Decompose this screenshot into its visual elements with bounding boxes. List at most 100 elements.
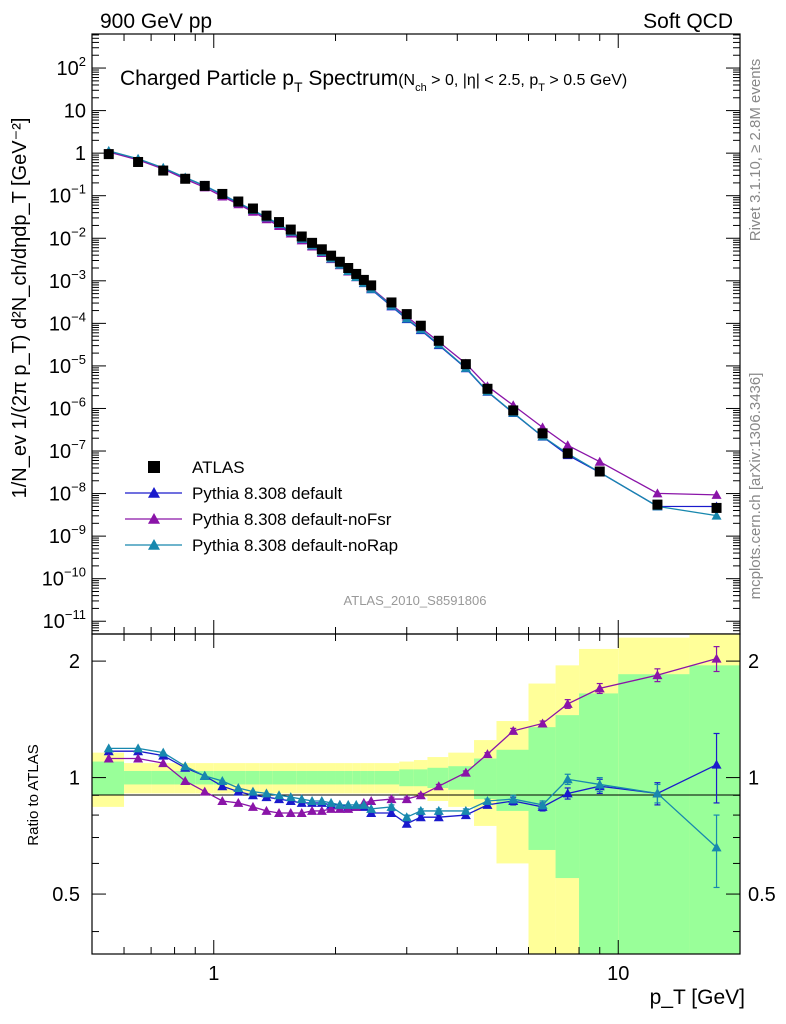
ratio-series-3-point	[351, 799, 362, 809]
ratio-series-1-point	[415, 812, 426, 822]
ratio-series-3-point	[296, 794, 307, 804]
atlas-data-point	[386, 297, 397, 308]
ratio-band-green	[367, 770, 375, 785]
ratio-series-3-point	[217, 775, 228, 785]
ratio-plot-panel: 0.5 0.5 1 1 2 2	[52, 633, 776, 955]
ratio-series-2-point	[460, 767, 471, 777]
atlas-data-point	[180, 173, 191, 184]
ratio-band-green	[284, 770, 297, 785]
ratio-band-green	[360, 770, 368, 785]
ratio-series-2-point	[285, 807, 296, 817]
y-tick-label: 102	[57, 54, 86, 80]
ratio-band-green	[151, 770, 175, 785]
ratio-series-3-point	[326, 797, 337, 807]
atlas-data-point	[199, 180, 210, 191]
ratio-series-1-point	[217, 781, 228, 791]
ratio-band-green	[399, 769, 414, 787]
atlas-data-point	[401, 309, 412, 320]
ratio-series-2-point	[652, 670, 663, 680]
ratio-series-2-point	[537, 718, 548, 728]
ratio-band-green	[317, 770, 327, 785]
ratio-band-green	[528, 727, 556, 850]
ratio-series-2-point	[247, 801, 258, 811]
ratio-series-2-point	[366, 795, 377, 805]
legend-label: Pythia 8.308 default-noRap	[192, 536, 398, 555]
atlas-data-point	[334, 256, 345, 267]
atlas-data-point	[537, 428, 548, 439]
ratio-series-3-point	[180, 761, 191, 771]
title-main: Charged Particle p	[120, 67, 294, 90]
ratio-y-tick-label-left: 1	[69, 768, 80, 790]
ratio-series-3-point	[537, 799, 548, 809]
title-cuts: (N	[398, 72, 415, 89]
ratio-series-2-point	[180, 775, 191, 785]
ratio-series-3-point	[334, 799, 345, 809]
ratio-series-1-point	[562, 788, 573, 798]
ratio-series-2-point	[433, 781, 444, 791]
atlas-data-point	[415, 320, 426, 331]
y-tick-label: 10−5	[49, 352, 86, 378]
atlas-data-point	[594, 466, 605, 477]
legend-label: Pythia 8.308 default	[192, 484, 343, 503]
ratio-series-3-point	[133, 743, 144, 753]
main-series-2-point	[562, 440, 573, 450]
ratio-series-2-point	[261, 805, 272, 815]
ratio-y-tick-label-left: 0.5	[52, 884, 80, 906]
ratio-series-2-point	[482, 749, 493, 759]
ratio-series-3-point	[386, 801, 397, 811]
main-series-line-1	[108, 150, 717, 508]
ratio-series-3-point	[460, 805, 471, 815]
main-series-2-point	[711, 489, 722, 499]
ratio-series-1-point	[386, 807, 397, 817]
ratio-series-3-point	[285, 792, 296, 802]
y-tick-label: 10−10	[42, 565, 86, 591]
legend-marker-triangle	[148, 513, 160, 524]
ratio-series-2-point	[307, 805, 318, 815]
x-tick-label: 10	[607, 963, 629, 985]
ratio-plot-frame	[91, 633, 741, 955]
ratio-series-2-point	[296, 807, 307, 817]
main-series-2-point	[652, 488, 663, 498]
ratio-series-2-point	[316, 805, 327, 815]
plot-title: Charged Particle pT Spectrum(Nch > 0, |η…	[120, 67, 627, 95]
ratio-band-green	[272, 770, 285, 785]
main-plot-panel: 102 10 1 10−1 10−2 10−3 10−4 10−5 10−6 10−7 10−8 10…	[42, 33, 741, 635]
ratio-series-3-point	[199, 770, 210, 780]
ratio-band-green	[92, 761, 125, 796]
header-right: Soft QCD	[643, 10, 733, 33]
ratio-y-tick-label-right: 2	[748, 651, 759, 673]
ratio-band-green	[296, 770, 307, 785]
ratio-series-1-point	[401, 818, 412, 828]
atlas-data-point	[261, 210, 272, 221]
ratio-series-2-point	[103, 753, 114, 763]
ratio-series-3-point	[594, 779, 605, 789]
title-cuts-tail: > 0.5 GeV)	[545, 72, 627, 89]
ratio-series-2-point	[386, 794, 397, 804]
atlas-data-point	[366, 280, 377, 291]
rivet-version-label: Rivet 3.1.10, ≥ 2.8M events	[747, 59, 764, 242]
y-tick-label: 10−7	[49, 437, 86, 463]
y-tick-label: 10−6	[49, 394, 86, 420]
atlas-data-point	[285, 224, 296, 235]
ratio-band-green	[245, 770, 260, 785]
ratio-series-3-point	[316, 795, 327, 805]
ratio-band-green	[474, 758, 497, 800]
ratio-series-1-point	[433, 812, 444, 822]
ratio-series-2-point	[199, 786, 210, 796]
ratio-y-tick-label-right: 1	[748, 768, 759, 790]
ratio-series-3-point	[482, 795, 493, 805]
atlas-data-point	[233, 196, 244, 207]
analysis-label: ATLAS_2010_S8591806	[344, 593, 487, 608]
y-tick-label: 10−4	[49, 309, 86, 335]
ratio-series-2-point	[233, 797, 244, 807]
y-tick-label: 1	[75, 143, 86, 165]
atlas-data-point	[307, 237, 318, 248]
ratio-series-2-point	[415, 790, 426, 800]
legend-marker-triangle	[148, 487, 160, 498]
main-series-2-point	[594, 456, 605, 466]
atlas-data-point	[247, 203, 258, 214]
ratio-series-3-point	[103, 743, 114, 753]
ratio-series-3-point	[158, 747, 169, 757]
atlas-data-point	[358, 274, 369, 285]
